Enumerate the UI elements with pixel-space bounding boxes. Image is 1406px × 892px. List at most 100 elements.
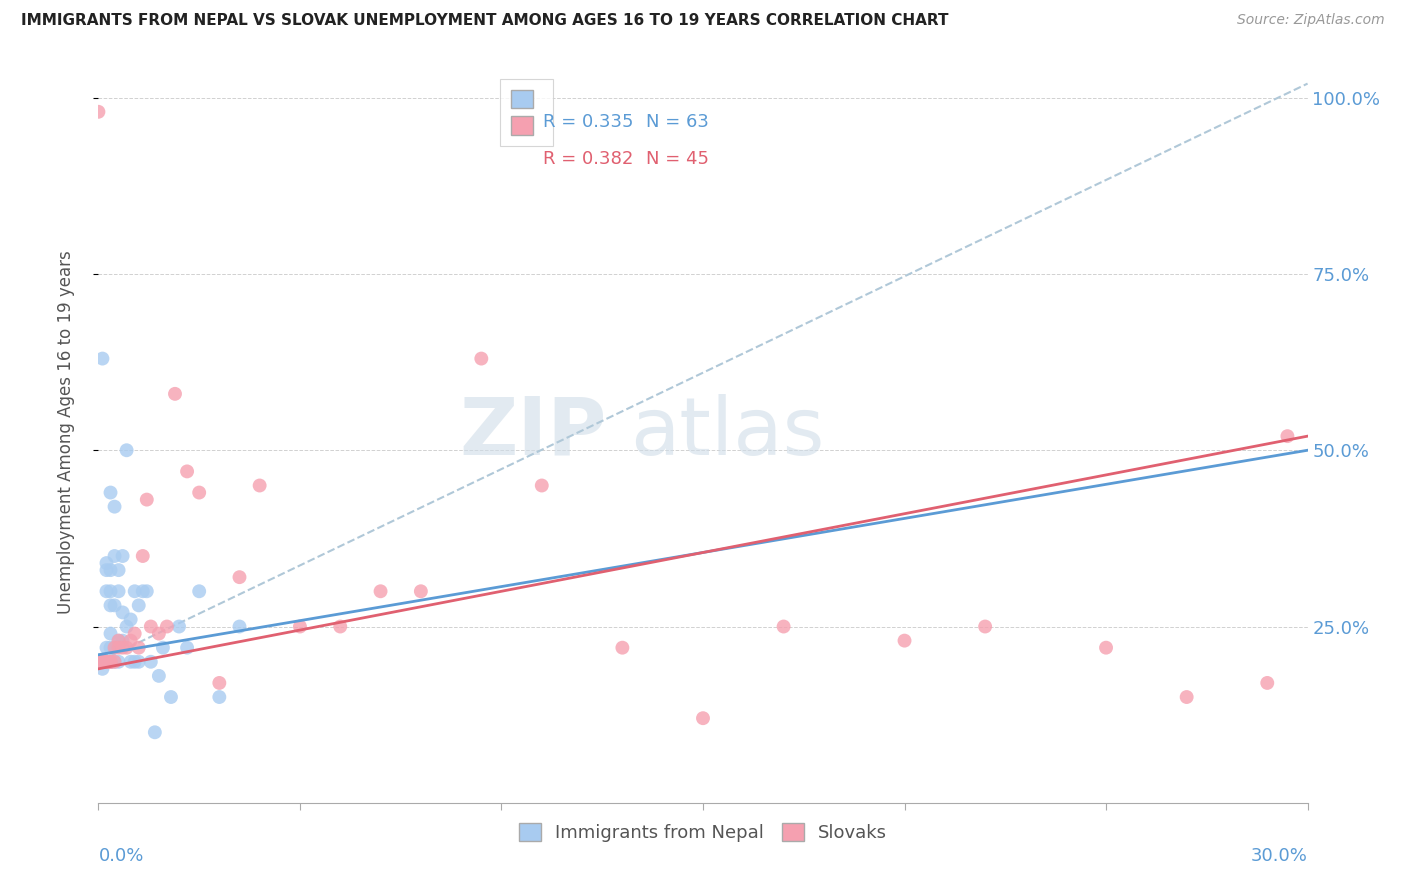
Point: [96, 640, 118, 655]
Point: [91, 655, 114, 669]
Point: [772, 619, 794, 633]
Point: [103, 500, 125, 514]
Point: [188, 485, 211, 500]
Point: [87, 655, 110, 669]
Point: [115, 640, 138, 655]
Point: [96, 655, 118, 669]
Point: [103, 655, 125, 669]
Point: [160, 690, 183, 704]
Point: [167, 619, 190, 633]
Point: [91, 655, 114, 669]
Point: [148, 626, 170, 640]
Point: [100, 584, 122, 599]
Text: 30.0%: 30.0%: [1251, 847, 1308, 865]
Point: [163, 387, 186, 401]
Point: [139, 619, 162, 633]
Point: [96, 655, 118, 669]
Point: [91, 655, 114, 669]
Point: [208, 676, 231, 690]
Point: [188, 584, 211, 599]
Text: Source: ZipAtlas.com: Source: ZipAtlas.com: [1237, 13, 1385, 28]
Point: [288, 619, 311, 633]
Point: [370, 584, 392, 599]
Point: [115, 443, 138, 458]
Point: [143, 725, 166, 739]
Text: 0.0%: 0.0%: [98, 847, 143, 865]
Point: [107, 640, 129, 655]
Text: R = 0.335: R = 0.335: [543, 112, 634, 130]
Legend: Immigrants from Nepal, Slovaks: Immigrants from Nepal, Slovaks: [512, 815, 894, 849]
Text: R = 0.382: R = 0.382: [543, 150, 634, 168]
Point: [91, 351, 114, 366]
Text: IMMIGRANTS FROM NEPAL VS SLOVAK UNEMPLOYMENT AMONG AGES 16 TO 19 YEARS CORRELATI: IMMIGRANTS FROM NEPAL VS SLOVAK UNEMPLOY…: [21, 13, 949, 29]
Point: [100, 485, 122, 500]
Point: [91, 655, 114, 669]
Point: [91, 655, 114, 669]
Point: [100, 655, 122, 669]
Point: [132, 549, 155, 563]
Point: [208, 690, 231, 704]
Point: [100, 640, 122, 655]
Point: [124, 584, 146, 599]
Text: N = 63: N = 63: [647, 112, 709, 130]
Point: [128, 640, 150, 655]
Point: [974, 619, 997, 633]
Point: [103, 599, 125, 613]
Point: [530, 478, 553, 492]
Point: [111, 633, 134, 648]
Point: [107, 584, 129, 599]
Point: [1095, 640, 1118, 655]
Point: [124, 655, 146, 669]
Text: ZIP: ZIP: [458, 393, 606, 472]
Text: atlas: atlas: [630, 393, 825, 472]
Point: [409, 584, 432, 599]
Point: [96, 563, 118, 577]
Point: [148, 669, 170, 683]
Point: [470, 351, 492, 366]
Point: [1277, 429, 1299, 443]
Point: [96, 655, 118, 669]
Point: [100, 655, 122, 669]
Point: [91, 655, 114, 669]
Point: [96, 655, 118, 669]
Point: [228, 619, 250, 633]
Point: [132, 584, 155, 599]
Point: [1175, 690, 1198, 704]
Point: [91, 655, 114, 669]
Point: [111, 640, 134, 655]
Point: [91, 662, 114, 676]
Point: [103, 549, 125, 563]
Point: [100, 563, 122, 577]
Point: [893, 633, 915, 648]
Point: [120, 655, 142, 669]
Point: [96, 655, 118, 669]
Point: [107, 655, 129, 669]
Point: [135, 492, 157, 507]
Point: [103, 640, 125, 655]
Point: [91, 655, 114, 669]
Point: [111, 606, 134, 620]
Point: [249, 478, 271, 492]
Point: [87, 655, 110, 669]
Point: [91, 655, 114, 669]
Point: [100, 655, 122, 669]
Text: N = 45: N = 45: [647, 150, 709, 168]
Point: [1256, 676, 1278, 690]
Point: [96, 655, 118, 669]
Point: [329, 619, 352, 633]
Point: [103, 640, 125, 655]
Point: [176, 464, 198, 478]
Point: [96, 655, 118, 669]
Point: [96, 556, 118, 570]
Y-axis label: Unemployment Among Ages 16 to 19 years: Unemployment Among Ages 16 to 19 years: [56, 251, 75, 615]
Point: [96, 655, 118, 669]
Point: [612, 640, 634, 655]
Point: [87, 104, 110, 119]
Point: [107, 633, 129, 648]
Point: [100, 655, 122, 669]
Point: [139, 655, 162, 669]
Point: [176, 640, 198, 655]
Point: [156, 619, 179, 633]
Point: [692, 711, 714, 725]
Point: [120, 633, 142, 648]
